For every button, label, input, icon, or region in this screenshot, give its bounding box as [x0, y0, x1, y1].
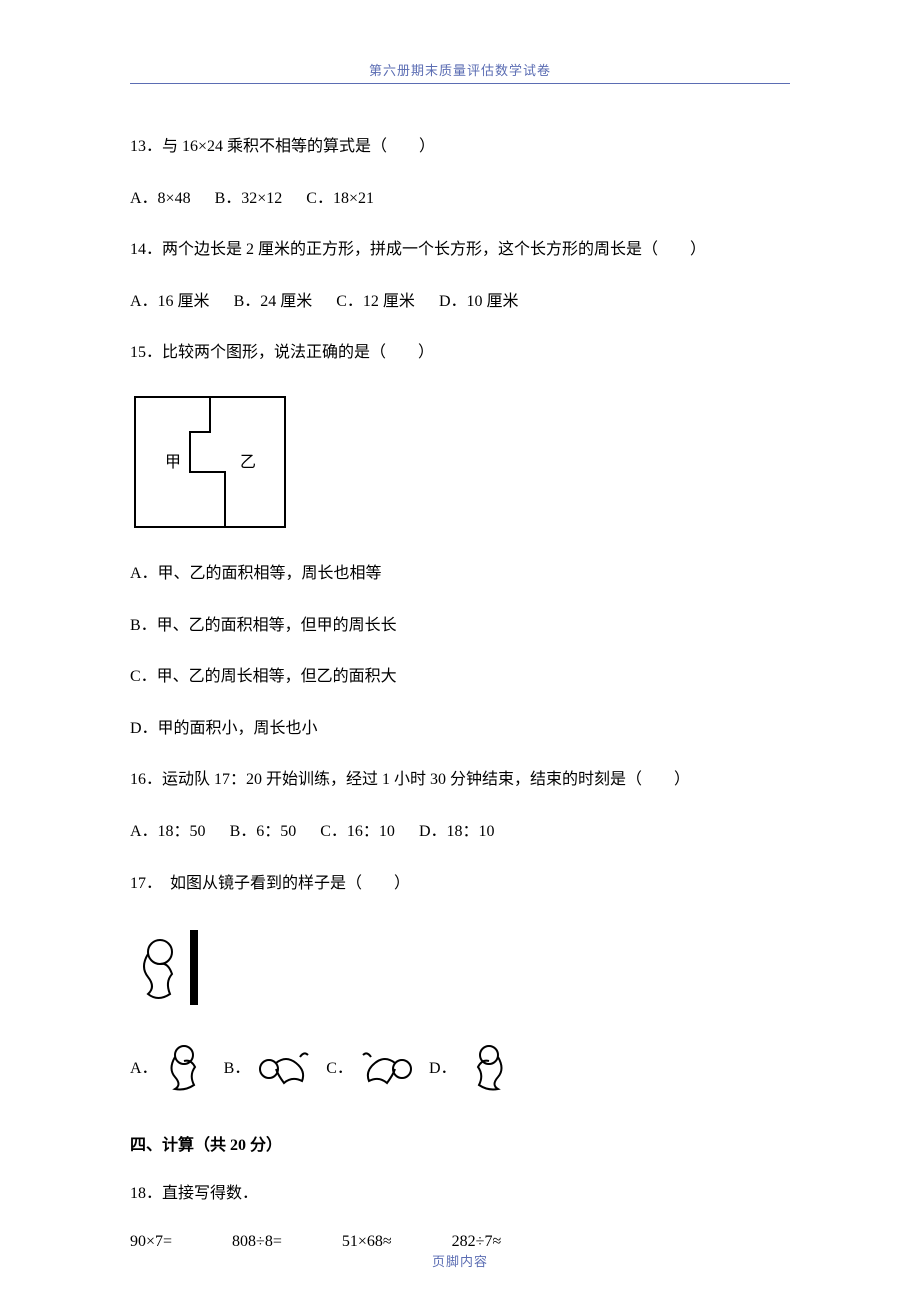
q13-text: 13．与 16×24 乘积不相等的算式是（ ） — [130, 134, 790, 160]
q17-opt-a-label: A． — [130, 1054, 158, 1078]
label-jia: 甲 — [165, 454, 181, 471]
q18-items: 90×7= 808÷8= 51×68≈ 282÷7≈ — [130, 1233, 790, 1251]
q14-opt-c: C．12 厘米 — [336, 293, 415, 310]
q15-text: 15．比较两个图形，说法正确的是（ ） — [130, 340, 790, 366]
q15-opt-d: D．甲的面积小，周长也小 — [130, 716, 790, 742]
snail-d-icon — [461, 1041, 511, 1091]
snail-c-icon — [357, 1041, 417, 1091]
q17-opt-c-label: C． — [326, 1054, 353, 1078]
q13-opt-a: A．8×48 — [130, 190, 191, 207]
q17-opt-d-label: D． — [429, 1054, 457, 1078]
q16-opt-b: B．6：50 — [230, 823, 297, 840]
q13-opt-b: B．32×12 — [215, 190, 283, 207]
snail-b-icon — [254, 1041, 314, 1091]
q13-options: A．8×48 B．32×12 C．18×21 — [130, 186, 790, 212]
q18-text: 18．直接写得数． — [130, 1181, 790, 1207]
q16-opt-d: D．18：10 — [419, 823, 495, 840]
q16-options: A．18：50 B．6：50 C．16：10 D．18：10 — [130, 819, 790, 845]
page-footer: 页脚内容 — [0, 1251, 920, 1270]
q15-opt-b: B．甲、乙的面积相等，但甲的周长长 — [130, 613, 790, 639]
snail-a-icon — [162, 1041, 212, 1091]
q15-opt-c: C．甲、乙的周长相等，但乙的面积大 — [130, 664, 790, 690]
section-4-title: 四、计算（共 20 分） — [130, 1131, 790, 1155]
q18-c4: 282÷7≈ — [452, 1233, 502, 1251]
q17-figure — [130, 922, 790, 1017]
q17-opt-b-label: B． — [224, 1054, 251, 1078]
q18-c3: 51×68≈ — [342, 1233, 392, 1251]
snail-mirror-icon — [130, 922, 220, 1012]
q14-opt-d: D．10 厘米 — [439, 293, 519, 310]
header-divider — [130, 83, 790, 84]
q18-c2: 808÷8= — [232, 1233, 282, 1251]
q14-opt-b: B．24 厘米 — [234, 293, 313, 310]
q16-text: 16．运动队 17：20 开始训练，经过 1 小时 30 分钟结束，结束的时刻是… — [130, 767, 790, 793]
q15-figure: 甲 乙 — [130, 392, 790, 537]
q15-opt-a: A．甲、乙的面积相等，周长也相等 — [130, 561, 790, 587]
label-yi: 乙 — [240, 454, 256, 471]
q14-options: A．16 厘米 B．24 厘米 C．12 厘米 D．10 厘米 — [130, 289, 790, 315]
q16-opt-c: C．16：10 — [320, 823, 395, 840]
q18-c1: 90×7= — [130, 1233, 172, 1251]
q14-opt-a: A．16 厘米 — [130, 293, 210, 310]
q17-options: A． B． C． D． — [130, 1041, 790, 1091]
q13-opt-c: C．18×21 — [306, 190, 374, 207]
q17-text: 17． 如图从镜子看到的样子是（ ） — [130, 871, 790, 897]
jigsaw-diagram-icon: 甲 乙 — [130, 392, 290, 532]
q16-opt-a: A．18：50 — [130, 823, 206, 840]
q14-text: 14．两个边长是 2 厘米的正方形，拼成一个长方形，这个长方形的周长是（ ） — [130, 237, 790, 263]
page-header-title: 第六册期末质量评估数学试卷 — [130, 60, 790, 79]
